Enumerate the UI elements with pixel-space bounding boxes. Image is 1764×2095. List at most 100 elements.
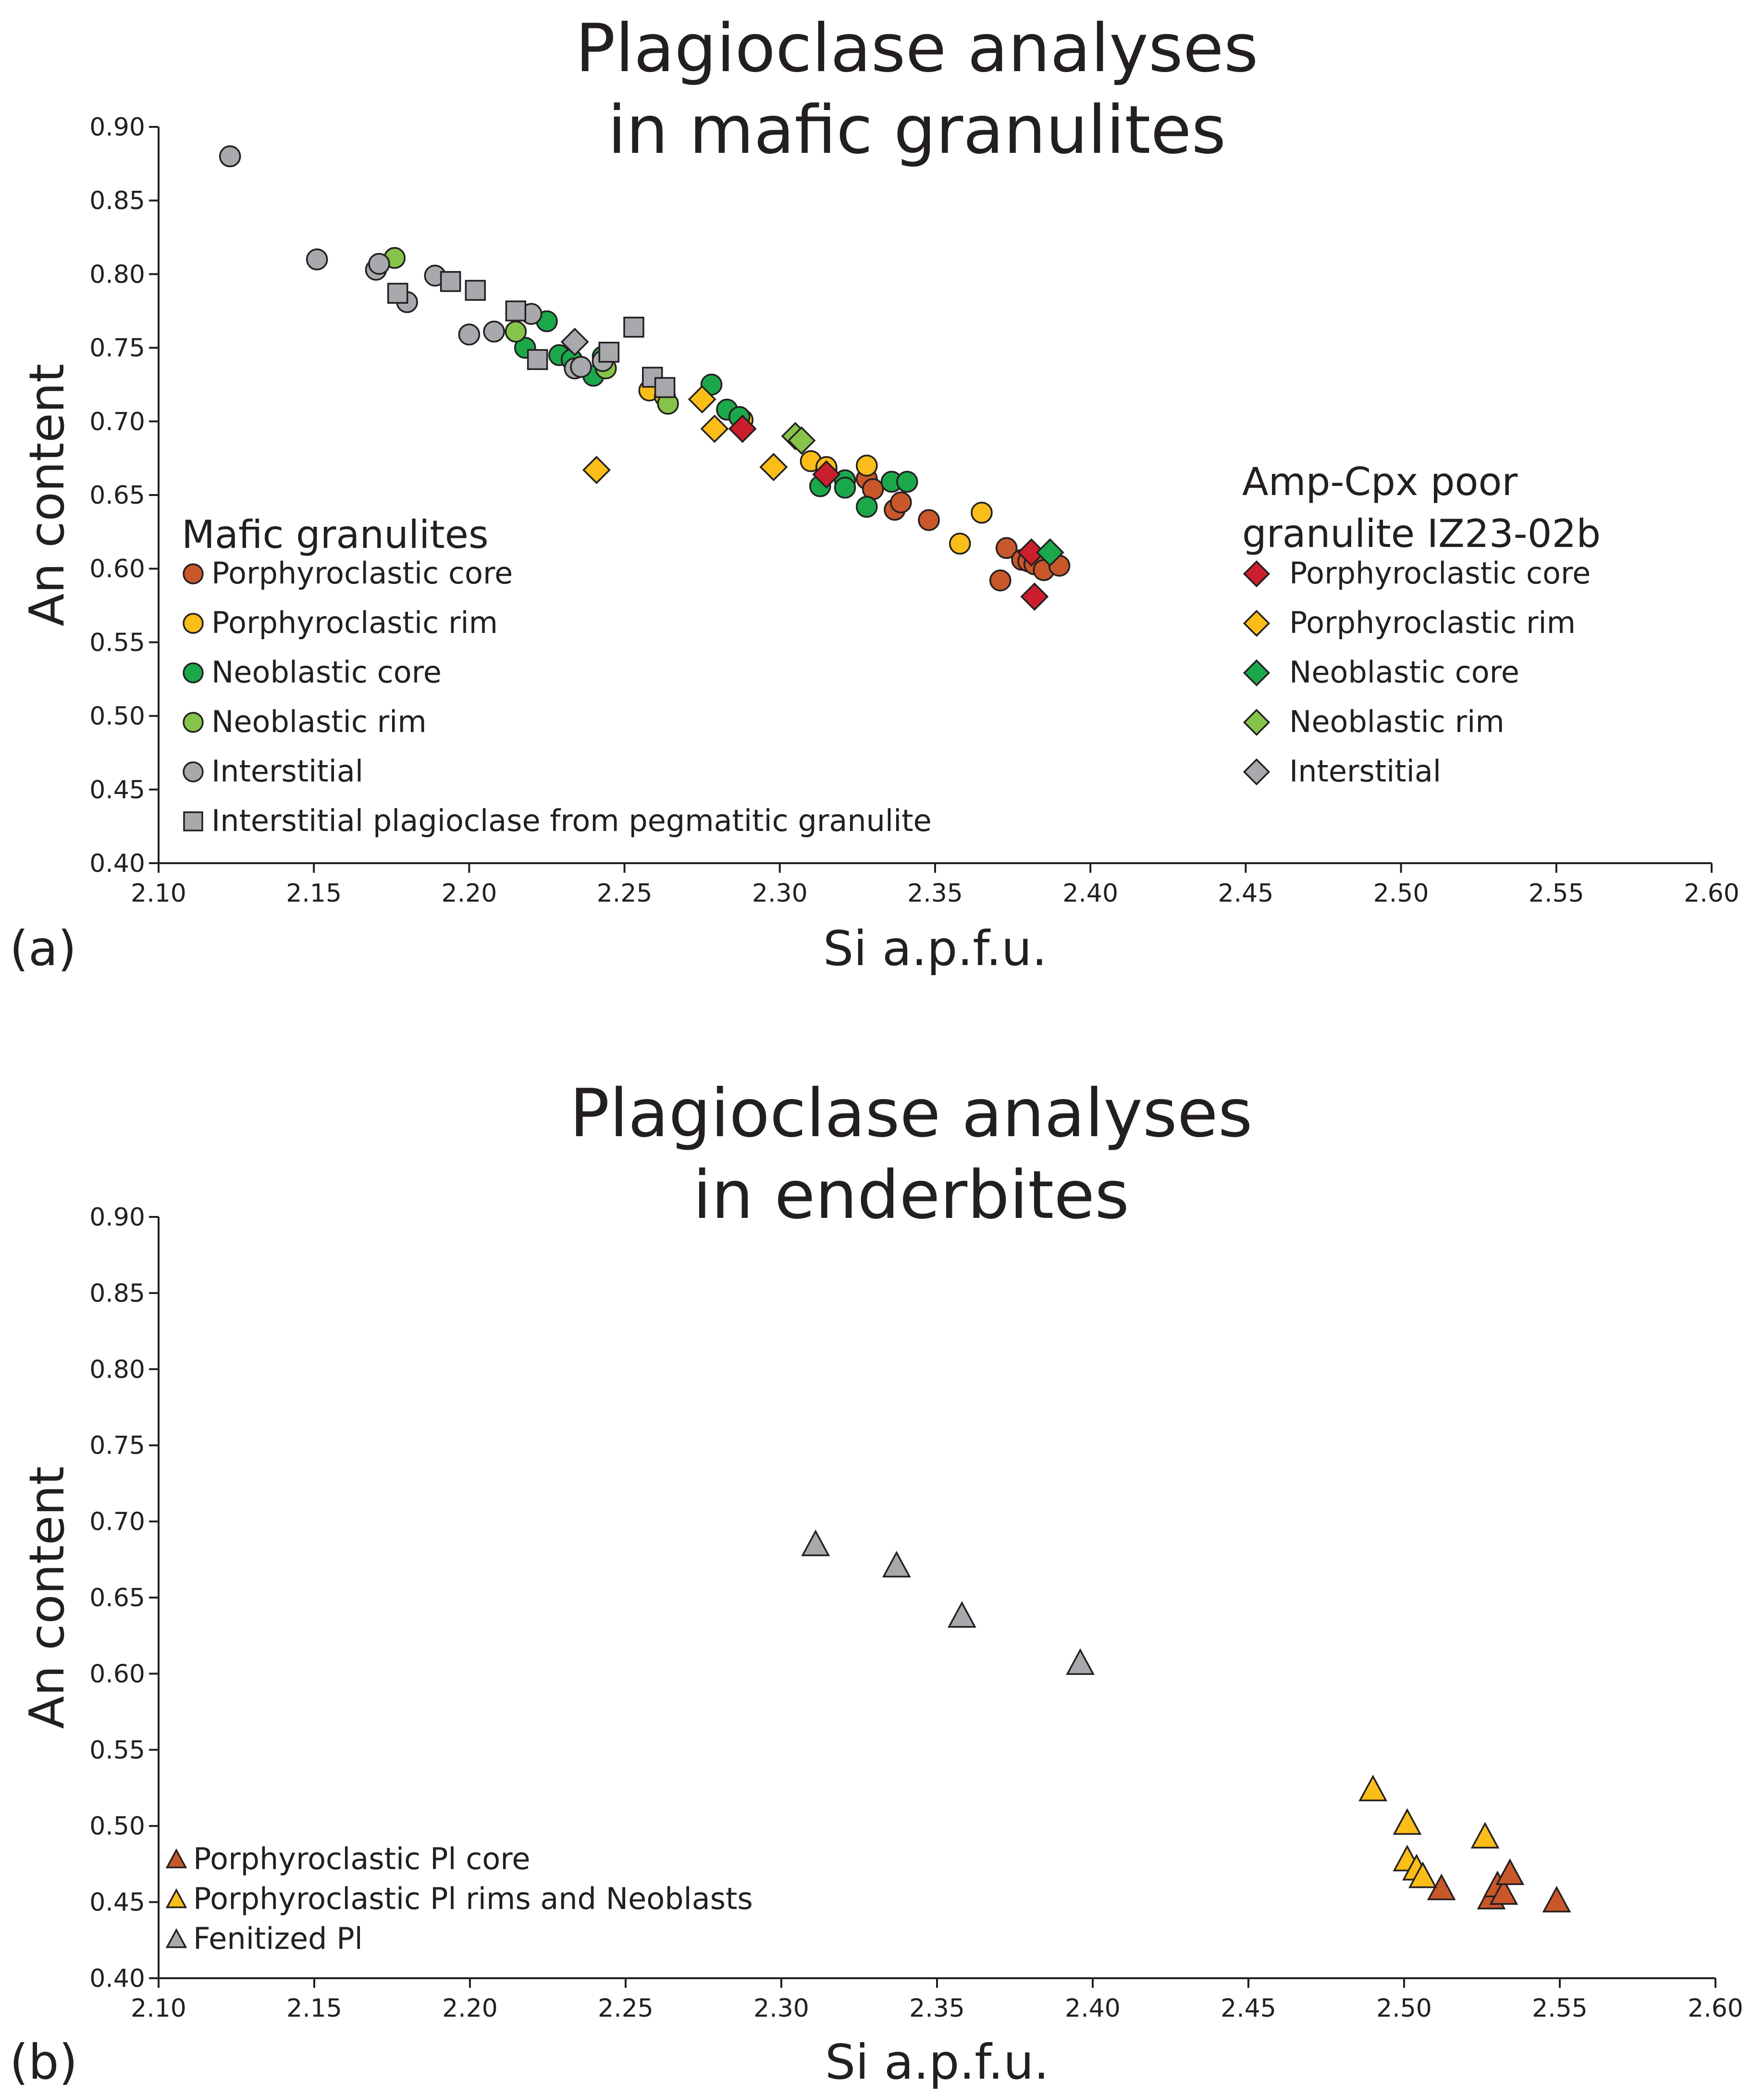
series-amp_rim bbox=[582, 385, 788, 484]
legend-marker-enderbite_core bbox=[165, 1848, 187, 1869]
y-tick-label: 0.70 bbox=[89, 1508, 145, 1537]
data-point-neo_rim bbox=[505, 321, 527, 343]
legend-marker-interstitial bbox=[183, 761, 204, 782]
legend-marker-amp_interstitial bbox=[1243, 758, 1271, 786]
panel-label: (a) bbox=[10, 920, 76, 977]
chart-title-line: in enderbites bbox=[693, 1156, 1129, 1234]
legend-marker-enderbite_rim bbox=[165, 1888, 187, 1909]
legend-label-amp_neo_core: Neoblastic core bbox=[1289, 655, 1519, 690]
data-point-amp_rim bbox=[688, 385, 716, 414]
x-tick-label: 2.25 bbox=[598, 1994, 654, 2023]
legend-label-enderbite_fenitized: Fenitized Pl bbox=[193, 1921, 363, 1956]
data-point-enderbite_rim bbox=[1393, 1808, 1422, 1835]
legend-heading: Amp-Cpx poor bbox=[1242, 459, 1517, 504]
legend-label-amp_rim: Porphyroclastic rim bbox=[1289, 605, 1576, 640]
y-tick-label: 0.80 bbox=[89, 260, 145, 289]
y-tick-label: 0.40 bbox=[89, 849, 145, 878]
y-tick-label: 0.85 bbox=[89, 1279, 145, 1308]
data-point-enderbite_fenitized bbox=[947, 1601, 976, 1628]
data-point-amp_core bbox=[1020, 582, 1049, 611]
series-amp_core bbox=[728, 414, 1049, 611]
x-tick-label: 2.40 bbox=[1065, 1994, 1121, 2023]
legend-label-enderbite_rim: Porphyroclastic Pl rims and Neoblasts bbox=[193, 1881, 753, 1916]
x-axis-title: Si a.p.f.u. bbox=[823, 920, 1047, 977]
y-tick-label: 0.55 bbox=[89, 1736, 145, 1765]
data-point-interstitial bbox=[570, 356, 592, 378]
y-tick-label: 0.65 bbox=[89, 481, 145, 510]
data-point-neo_core bbox=[856, 496, 878, 518]
x-tick-label: 2.40 bbox=[1062, 879, 1118, 908]
series-enderbite_rim bbox=[1358, 1774, 1500, 1888]
x-tick-label: 2.25 bbox=[597, 879, 653, 908]
data-point-enderbite_fenitized bbox=[801, 1529, 830, 1556]
legend-marker-enderbite_fenitized bbox=[165, 1928, 187, 1948]
series-amp_neo_core bbox=[1036, 538, 1064, 567]
x-tick-label: 2.15 bbox=[286, 879, 342, 908]
y-tick-label: 0.50 bbox=[89, 1812, 145, 1841]
legend-marker-amp_neo_core bbox=[1243, 659, 1271, 687]
y-tick-label: 0.60 bbox=[89, 555, 145, 583]
legend-label-neo_core: Neoblastic core bbox=[211, 655, 442, 690]
data-point-amp_rim bbox=[700, 414, 729, 443]
legend-heading: granulite IZ23-02b bbox=[1242, 511, 1601, 556]
y-tick-label: 0.85 bbox=[89, 186, 145, 215]
series-porph_rim bbox=[638, 379, 993, 555]
legend-marker-porph_core bbox=[183, 563, 204, 584]
y-tick-label: 0.45 bbox=[89, 1888, 145, 1917]
x-tick-label: 2.55 bbox=[1532, 1994, 1588, 2023]
legend-label-neo_rim: Neoblastic rim bbox=[211, 704, 427, 739]
legend-label-amp_neo_rim: Neoblastic rim bbox=[1289, 704, 1505, 739]
x-tick-label: 2.60 bbox=[1684, 879, 1739, 908]
data-point-porph_core bbox=[995, 537, 1018, 559]
y-axis-title: An content bbox=[19, 1466, 75, 1729]
data-point-interstitial bbox=[483, 321, 505, 343]
x-axis-title: Si a.p.f.u. bbox=[825, 2034, 1049, 2090]
legend-label-enderbite_core: Porphyroclastic Pl core bbox=[193, 1841, 530, 1876]
x-tick-label: 2.30 bbox=[753, 1994, 809, 2023]
x-tick-label: 2.35 bbox=[909, 1994, 965, 2023]
legend-marker-amp_neo_rim bbox=[1243, 708, 1271, 736]
x-tick-label: 2.20 bbox=[442, 1994, 498, 2023]
y-tick-label: 0.75 bbox=[89, 334, 145, 363]
data-point-porph_rim bbox=[949, 533, 971, 555]
y-tick-label: 0.45 bbox=[89, 776, 145, 805]
data-point-amp_core bbox=[728, 414, 757, 443]
x-tick-label: 2.10 bbox=[131, 879, 186, 908]
series-amp_interstitial bbox=[560, 327, 589, 356]
legend-marker-porph_rim bbox=[183, 613, 204, 634]
y-tick-label: 0.60 bbox=[89, 1660, 145, 1688]
legend-marker-amp_core bbox=[1243, 560, 1271, 588]
legend-marker-neo_core bbox=[183, 662, 204, 683]
y-tick-label: 0.90 bbox=[89, 1203, 145, 1232]
y-tick-label: 0.70 bbox=[89, 408, 145, 436]
y-tick-label: 0.90 bbox=[89, 113, 145, 142]
data-point-enderbite_rim bbox=[1358, 1774, 1388, 1801]
series-pegmatitic bbox=[387, 271, 676, 398]
legend-label-porph_core: Porphyroclastic core bbox=[211, 556, 513, 591]
data-point-enderbite_fenitized bbox=[882, 1550, 911, 1578]
data-point-amp_neo_rim bbox=[787, 426, 816, 455]
x-tick-label: 2.30 bbox=[752, 879, 808, 908]
y-tick-label: 0.50 bbox=[89, 702, 145, 731]
legend-label-amp_core: Porphyroclastic core bbox=[1289, 556, 1591, 591]
data-point-interstitial bbox=[368, 253, 390, 275]
data-point-pegmatitic bbox=[598, 342, 620, 363]
legend-heading: Mafic granulites bbox=[182, 512, 489, 557]
panel-label: (b) bbox=[10, 2034, 78, 2090]
data-point-enderbite_core bbox=[1542, 1885, 1571, 1913]
data-point-enderbite_rim bbox=[1470, 1822, 1500, 1849]
x-tick-label: 2.35 bbox=[907, 879, 963, 908]
chart-title-line: Plagioclase analyses bbox=[575, 10, 1258, 87]
data-point-amp_interstitial bbox=[560, 327, 589, 356]
data-point-pegmatitic bbox=[623, 316, 644, 338]
y-tick-label: 0.55 bbox=[89, 628, 145, 657]
series-neo_core bbox=[514, 310, 918, 518]
series-enderbite_core bbox=[1427, 1858, 1571, 1913]
data-point-interstitial bbox=[458, 323, 481, 346]
x-tick-label: 2.45 bbox=[1218, 879, 1274, 908]
y-axis-title: An content bbox=[19, 364, 75, 626]
data-point-porph_rim bbox=[971, 502, 993, 524]
data-point-amp_rim bbox=[582, 456, 611, 484]
legend-b-0: Porphyroclastic Pl core Porphyroclastic P… bbox=[165, 1841, 753, 1956]
